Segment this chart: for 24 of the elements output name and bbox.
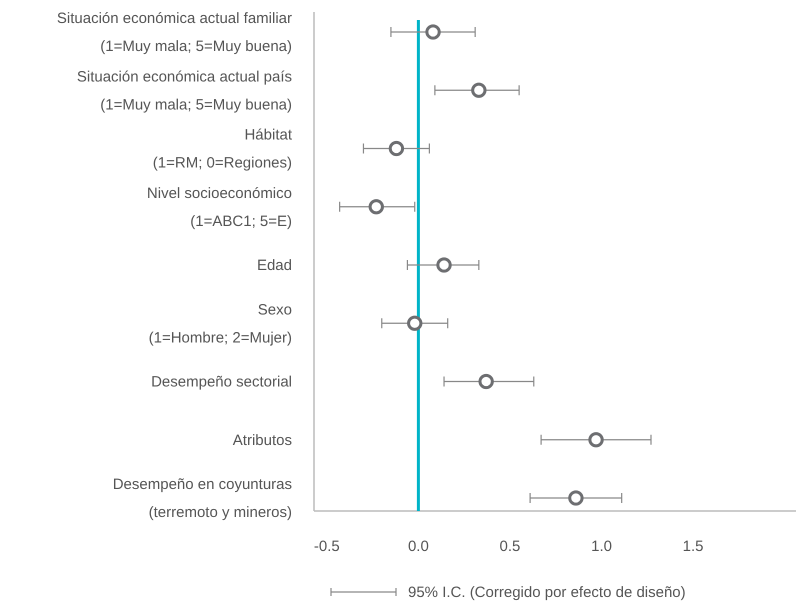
- y-tick-label: Sexo (1=Hombre; 2=Mujer): [148, 301, 292, 346]
- point: [425, 24, 441, 40]
- y-tick-label: Nivel socioeconómico (1=ABC1; 5=E): [146, 184, 292, 230]
- point: [568, 490, 584, 506]
- point: [471, 82, 487, 98]
- point: [407, 316, 422, 331]
- y-tick-label: Desempeño en coyunturas (terremoto y mineros): [112, 476, 292, 521]
- point: [478, 374, 494, 390]
- y-tick-label: Situación económica actual país (1=Muy mala; 5=Muy buena): [76, 68, 292, 114]
- point: [436, 257, 452, 273]
- point: [368, 199, 384, 214]
- x-tick-label: 0.5: [500, 538, 520, 555]
- y-tick-label: Atributos: [232, 432, 292, 449]
- y-tick-label: Hábitat (1=RM; 0=Regiones): [152, 126, 293, 172]
- text: 95% I.C. (Corregido por efecto de diseño): [408, 584, 686, 601]
- y-tick-label: Edad: [256, 257, 292, 274]
- x-tick-label: 1.5: [682, 538, 704, 555]
- point: [388, 140, 404, 156]
- y-tick-label: Situación económica actual familiar (1=Muy mala; 5=Muy buena): [56, 10, 292, 55]
- x-tick-label: 0.0: [408, 538, 429, 555]
- x-tick-label: 1.0: [591, 538, 612, 555]
- y-tick-label: Desempeño sectorial: [151, 374, 292, 390]
- x-tick-label: -0.5: [314, 538, 340, 555]
- point: [588, 432, 604, 448]
